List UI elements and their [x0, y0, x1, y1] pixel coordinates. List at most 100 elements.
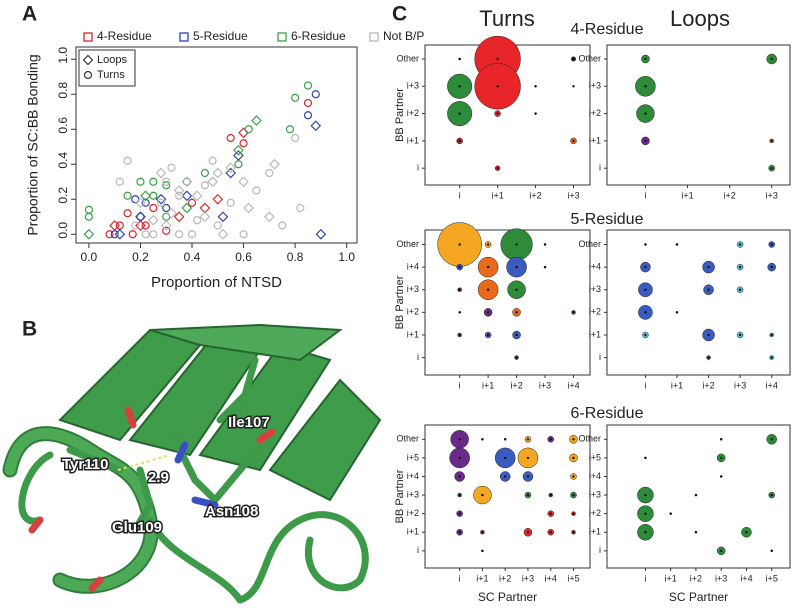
data-point [149, 203, 158, 213]
x-tick-label: i [644, 573, 646, 583]
data-point [149, 230, 158, 239]
residue-label: Tyr110 [62, 456, 108, 473]
y-tick-label: Other [578, 53, 601, 63]
bubble-center [526, 475, 530, 478]
plot-frame [606, 229, 791, 376]
y-axis-label: BB Partner [394, 88, 406, 142]
bubble-center [526, 456, 530, 460]
y-tick-label: i+2 [407, 508, 419, 518]
x-axis-label: SC Partner [669, 590, 728, 604]
y-tick-label: 0.6 [56, 117, 70, 134]
bubble-center [526, 531, 530, 534]
bubble-center [458, 57, 461, 61]
bubble-center [572, 85, 575, 88]
y-tick-label: i+3 [407, 284, 419, 294]
bubble-center [738, 333, 742, 337]
data-point [233, 144, 244, 156]
distance-label: 2.9 [148, 469, 169, 486]
residue-label: Asn108 [205, 503, 258, 520]
bubble-center [707, 356, 710, 359]
data-point [167, 163, 176, 172]
y-tick-label: i+1 [589, 135, 601, 145]
data-point [193, 216, 202, 225]
bubble-center [644, 311, 647, 314]
data-point [303, 111, 313, 120]
data-point [217, 228, 229, 240]
y-tick-label: i+4 [589, 471, 601, 481]
bubble-center [458, 475, 461, 478]
x-tick-label: i+1 [681, 190, 693, 200]
data-point [252, 186, 261, 195]
bubble-center [458, 243, 461, 246]
panel-label: A [22, 3, 37, 26]
data-point [225, 167, 237, 179]
bubble-center [458, 139, 461, 143]
data-point [162, 181, 171, 190]
bubble-center [526, 438, 530, 441]
y-tick-label: i [599, 545, 601, 555]
bubble-center [503, 456, 507, 460]
bubble-center [644, 243, 647, 246]
x-tick-label: i+3 [522, 573, 534, 583]
bubble-center [534, 85, 537, 88]
bubble-center [572, 311, 575, 314]
data-point [187, 198, 197, 207]
bubble-center [644, 493, 647, 497]
y-tick-label: Other [578, 434, 601, 444]
data-point [135, 197, 146, 209]
bubble-center [543, 243, 547, 246]
data-point [140, 190, 151, 202]
bubble-center [644, 139, 647, 143]
y-tick-label: i [417, 545, 419, 555]
data-point [233, 150, 244, 161]
bubble-center [707, 265, 710, 269]
bubble-center [572, 493, 575, 497]
bubble-center [770, 356, 773, 359]
y-tick-label: Other [396, 53, 419, 63]
bubble-center [644, 265, 647, 269]
bubble-center [669, 512, 672, 515]
x-tick-label: i+4 [766, 380, 778, 390]
data-point [83, 228, 95, 240]
legend-marker [82, 54, 94, 66]
bubble-center [515, 288, 518, 291]
bubble-center [719, 475, 723, 478]
bubble-center [719, 438, 723, 441]
data-point [181, 176, 193, 188]
x-tick-label: i+3 [715, 573, 727, 583]
bubble-center [770, 57, 773, 61]
bubble-center [458, 456, 461, 460]
y-tick-label: i+3 [589, 489, 601, 499]
data-point [141, 221, 150, 230]
data-point [123, 209, 132, 218]
data-point [226, 133, 235, 143]
data-point [278, 221, 287, 230]
data-point [166, 207, 177, 219]
data-point [173, 211, 185, 223]
x-tick-label: i+2 [690, 573, 702, 583]
x-tick-label: i+5 [567, 573, 579, 583]
data-point [123, 191, 132, 200]
bubble-center [644, 512, 647, 515]
y-tick-label: 0.8 [56, 82, 70, 99]
x-tick-label: i [644, 380, 646, 390]
y-tick-label: 1.0 [56, 47, 70, 64]
y-tick-label: i+2 [589, 508, 601, 518]
bubble-center [770, 493, 773, 497]
bubble-center [486, 288, 490, 291]
bubble-center [515, 311, 518, 314]
data-point [244, 125, 253, 134]
bubble-center [486, 311, 490, 314]
bubble-center [526, 493, 530, 497]
column-title: Loops [670, 6, 730, 31]
data-point [162, 203, 171, 213]
data-point [131, 221, 140, 230]
bubble-center [770, 333, 773, 337]
data-point [191, 190, 203, 202]
bubble-center [644, 333, 647, 337]
bubble-center [458, 531, 461, 534]
data-point [175, 230, 184, 239]
data-point [213, 221, 222, 230]
data-point [84, 205, 93, 214]
bubble-center [458, 438, 461, 441]
